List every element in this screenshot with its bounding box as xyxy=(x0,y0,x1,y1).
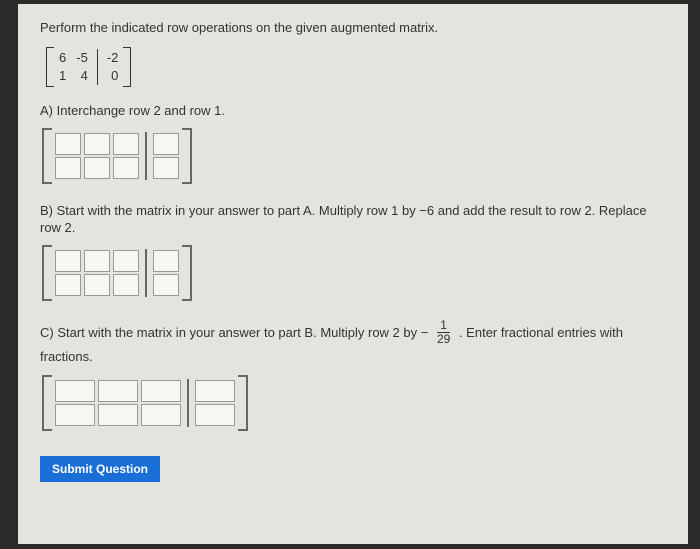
given-augmented-matrix: 6 1 -5 4 -2 0 xyxy=(46,47,131,87)
answer-cell[interactable] xyxy=(113,274,139,296)
answer-cell[interactable] xyxy=(84,250,110,272)
bracket-left xyxy=(42,245,52,301)
col-aug: -2 0 xyxy=(102,47,124,87)
table-row xyxy=(153,157,179,179)
table-row xyxy=(55,274,139,296)
table-row xyxy=(55,404,181,426)
worksheet-page: Perform the indicated row operations on … xyxy=(18,4,688,544)
answer-cell[interactable] xyxy=(55,250,81,272)
augment-bar xyxy=(187,379,189,427)
matrix-body: 6 1 -5 4 -2 0 xyxy=(54,47,123,87)
answer-cell[interactable] xyxy=(55,133,81,155)
answer-cell[interactable] xyxy=(84,133,110,155)
bracket-right xyxy=(123,47,131,87)
answer-cell[interactable] xyxy=(98,380,138,402)
left-block xyxy=(52,128,142,184)
part-c-label: C) Start with the matrix in your answer … xyxy=(40,320,666,367)
table-row xyxy=(55,133,139,155)
part-c: C) Start with the matrix in your answer … xyxy=(40,320,666,434)
answer-cell[interactable] xyxy=(153,157,179,179)
left-block xyxy=(52,375,184,431)
left-block xyxy=(52,245,142,301)
bracket-left xyxy=(46,47,54,87)
cell: 6 xyxy=(59,49,66,67)
table-row xyxy=(153,250,179,272)
answer-cell[interactable] xyxy=(113,250,139,272)
submit-question-button[interactable]: Submit Question xyxy=(40,456,160,482)
table-row xyxy=(55,250,139,272)
fraction-denominator: 29 xyxy=(434,333,453,346)
part-b-answer-matrix xyxy=(42,245,192,301)
cell: -5 xyxy=(76,49,88,67)
fraction-numerator: 1 xyxy=(437,319,450,333)
table-row xyxy=(195,404,235,426)
col-2: -5 4 xyxy=(71,47,93,87)
answer-cell[interactable] xyxy=(195,404,235,426)
table-row xyxy=(195,380,235,402)
table-row xyxy=(55,157,139,179)
part-c-lead: C) Start with the matrix in your answer … xyxy=(40,325,421,340)
col-1: 6 1 xyxy=(54,47,71,87)
answer-cell[interactable] xyxy=(153,133,179,155)
cell: -2 xyxy=(107,49,119,67)
answer-cell[interactable] xyxy=(55,157,81,179)
part-b: B) Start with the matrix in your answer … xyxy=(40,203,666,304)
answer-cell[interactable] xyxy=(113,157,139,179)
part-c-answer-matrix xyxy=(42,375,248,431)
right-block xyxy=(150,128,182,184)
answer-cell[interactable] xyxy=(153,250,179,272)
bracket-right xyxy=(182,245,192,301)
answer-cell[interactable] xyxy=(55,274,81,296)
cell: 0 xyxy=(107,67,119,85)
answer-cell[interactable] xyxy=(55,380,95,402)
right-block xyxy=(150,245,182,301)
answer-cell[interactable] xyxy=(98,404,138,426)
part-b-label: B) Start with the matrix in your answer … xyxy=(40,203,666,237)
cell: 4 xyxy=(76,67,88,85)
augment-bar xyxy=(145,132,147,180)
augment-bar xyxy=(97,49,98,85)
answer-cell[interactable] xyxy=(141,380,181,402)
fraction: 1 29 xyxy=(434,319,453,346)
answer-cell[interactable] xyxy=(55,404,95,426)
augment-bar xyxy=(145,249,147,297)
answer-cell[interactable] xyxy=(153,274,179,296)
table-row xyxy=(55,380,181,402)
right-block xyxy=(192,375,238,431)
answer-cell[interactable] xyxy=(141,404,181,426)
answer-cell[interactable] xyxy=(84,157,110,179)
part-a-label: A) Interchange row 2 and row 1. xyxy=(40,103,666,120)
table-row xyxy=(153,274,179,296)
bracket-left xyxy=(42,128,52,184)
answer-cell[interactable] xyxy=(195,380,235,402)
answer-cell[interactable] xyxy=(113,133,139,155)
answer-cell[interactable] xyxy=(84,274,110,296)
part-a: A) Interchange row 2 and row 1. xyxy=(40,103,666,187)
table-row xyxy=(153,133,179,155)
bracket-left xyxy=(42,375,52,431)
bracket-right xyxy=(238,375,248,431)
part-a-answer-matrix xyxy=(42,128,192,184)
cell: 1 xyxy=(59,67,66,85)
fraction-sign: − xyxy=(421,323,429,343)
question-prompt: Perform the indicated row operations on … xyxy=(40,20,666,35)
bracket-right xyxy=(182,128,192,184)
